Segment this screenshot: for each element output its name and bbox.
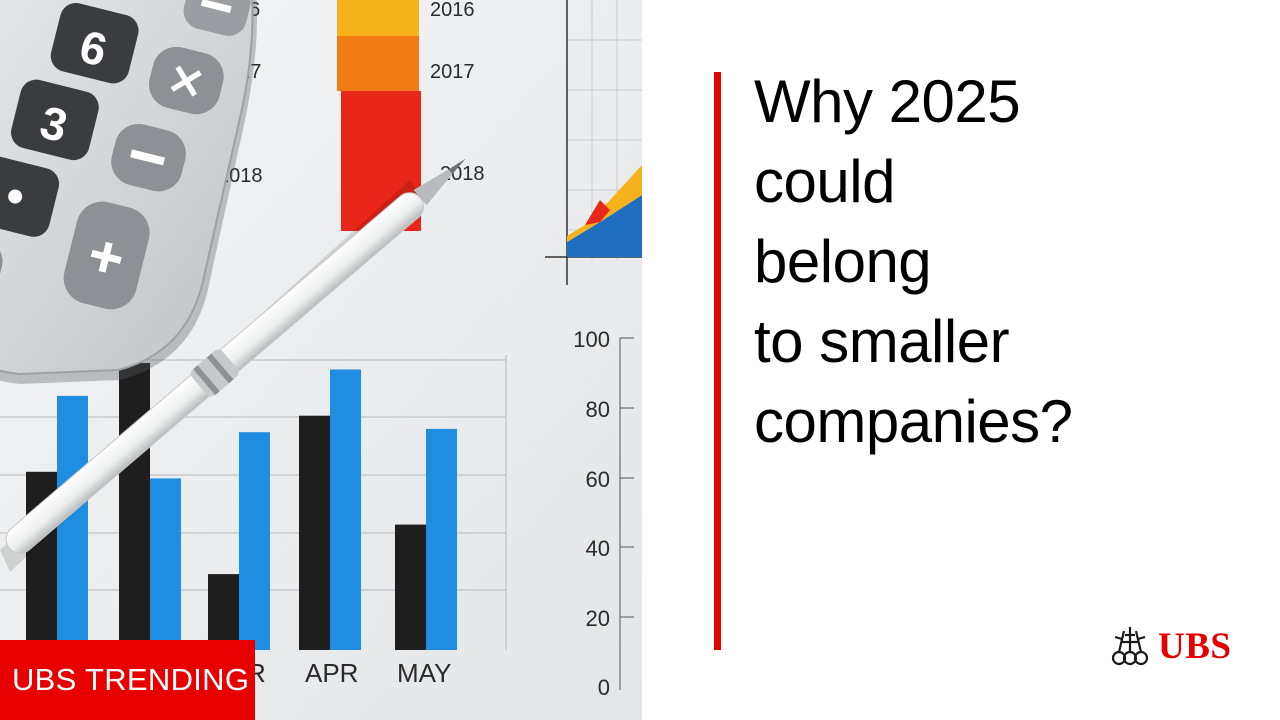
- headline-line: belong: [754, 228, 932, 295]
- ubs-logo: UBS: [1110, 624, 1231, 668]
- bar-blue: [150, 478, 181, 650]
- month-label: MAY: [397, 658, 451, 688]
- bar-dark: [299, 415, 330, 650]
- year-label: 2017: [430, 61, 475, 83]
- headline-line: Why 2025: [754, 68, 1021, 135]
- stacked-segment: [337, 0, 419, 36]
- area-chart: [545, 0, 642, 285]
- y-tick: 80: [586, 397, 610, 422]
- accent-divider: [714, 72, 721, 650]
- bar-blue: [57, 395, 88, 650]
- stacked-segment: [337, 36, 419, 91]
- headline-line: could: [754, 148, 895, 215]
- hero-photo: 2016 2017 2018 2018 16 017: [0, 0, 642, 720]
- pen: [0, 158, 466, 572]
- year-label: 2018: [218, 165, 263, 187]
- y-axis: 100 80 60 40 20 0: [573, 327, 634, 700]
- y-tick: 100: [573, 327, 610, 352]
- trending-badge: UBS TRENDING: [0, 640, 255, 720]
- y-tick: 60: [586, 467, 610, 492]
- year-label: 2016: [430, 0, 475, 21]
- bar-dark: [208, 574, 239, 650]
- headline: Why 2025 could belong to smaller compani…: [754, 62, 1234, 462]
- bar-blue: [239, 432, 270, 650]
- photo-illustration: 2016 2017 2018 2018 16 017: [0, 0, 642, 720]
- y-tick: 0: [598, 675, 610, 700]
- headline-line: companies?: [754, 388, 1073, 455]
- bar-blue: [330, 369, 361, 650]
- bar-dark: [119, 362, 150, 650]
- ubs-wordmark: UBS: [1158, 625, 1232, 667]
- bar-blue: [426, 428, 457, 650]
- bar-dark: [395, 524, 426, 650]
- headline-line: to smaller: [754, 308, 1010, 375]
- month-label: APR: [305, 658, 358, 688]
- calculator: 6 × 3: [0, 0, 257, 384]
- y-tick: 20: [586, 606, 610, 631]
- y-tick: 40: [586, 536, 610, 561]
- ubs-keys-icon: [1111, 627, 1149, 666]
